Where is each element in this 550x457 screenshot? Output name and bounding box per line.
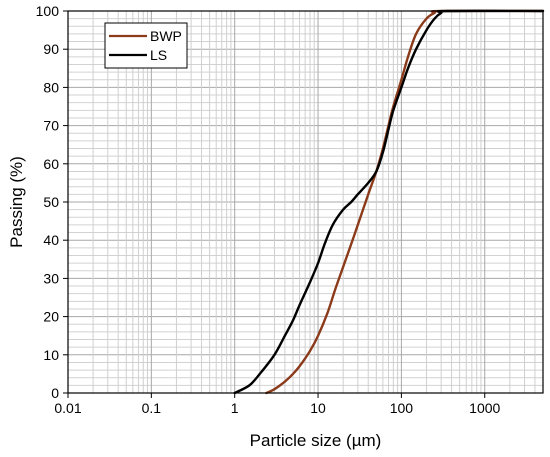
ticks (63, 10, 486, 398)
legend-box (104, 22, 188, 69)
y-tick-label: 30 (43, 270, 59, 286)
x-tick-label: 0.01 (54, 400, 81, 416)
y-tick-label: 40 (43, 232, 59, 248)
y-tick-label: 70 (43, 118, 59, 134)
legend-label-bwp: BWP (150, 28, 182, 44)
y-tick-labels: 0 10 20 30 40 50 60 70 80 90 100 (36, 3, 60, 401)
legend: BWP LS (104, 22, 188, 69)
y-tick-label: 100 (36, 3, 60, 19)
y-axis-title: Passing (%) (7, 156, 26, 248)
y-tick-label: 80 (43, 79, 59, 95)
y-tick-label: 90 (43, 41, 59, 57)
x-tick-label: 1 (231, 400, 239, 416)
series-line-ls (233, 9, 545, 395)
x-axis-title: Particle size (µm) (250, 431, 382, 450)
y-tick-label: 60 (43, 156, 59, 172)
series-line-bwp (265, 9, 545, 395)
y-tick-label: 0 (51, 385, 59, 401)
x-tick-labels: 0.01 0.1 1 10 100 1000 (54, 400, 500, 416)
legend-label-ls: LS (150, 47, 167, 63)
x-tick-label: 0.1 (142, 400, 162, 416)
y-tick-label: 10 (43, 347, 59, 363)
curves (233, 9, 545, 395)
x-tick-label: 10 (310, 400, 326, 416)
y-tick-label: 20 (43, 309, 59, 325)
x-tick-label: 1000 (469, 400, 500, 416)
y-tick-label: 50 (43, 194, 59, 210)
x-tick-label: 100 (390, 400, 414, 416)
